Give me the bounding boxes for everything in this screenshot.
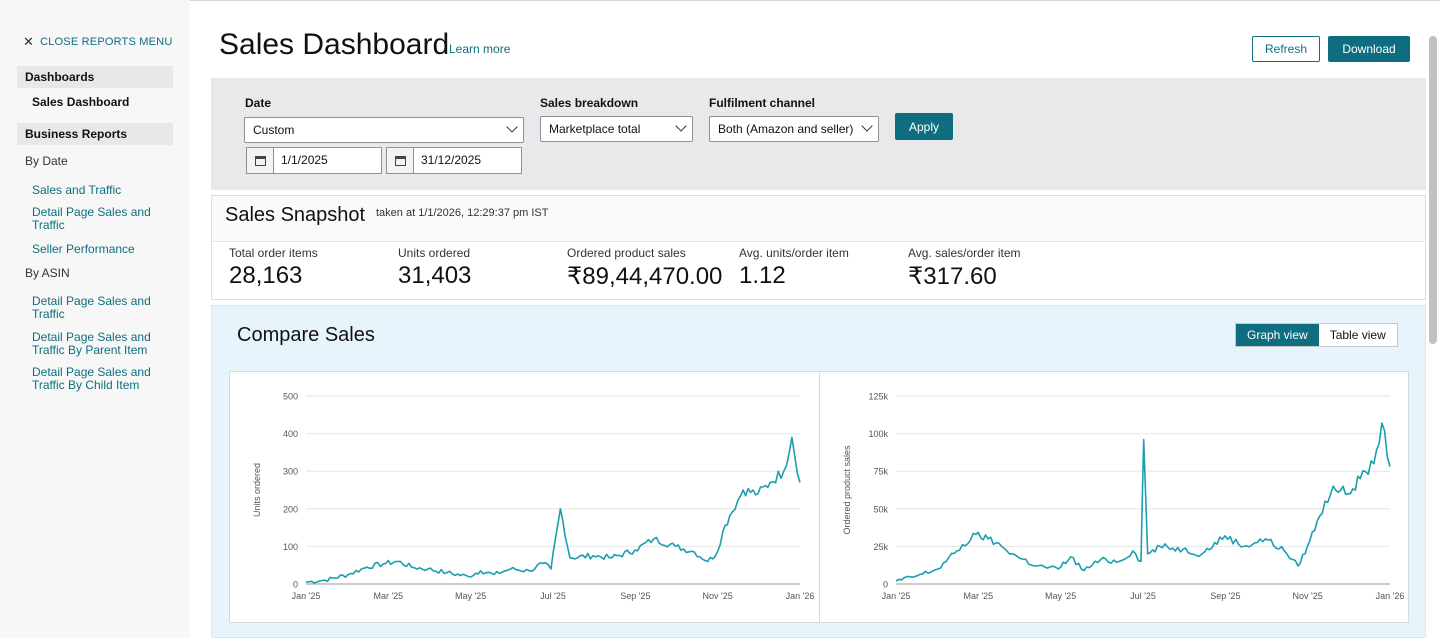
close-reports-menu-button[interactable]: ✕ CLOSE REPORTS MENU	[23, 34, 172, 50]
end-date-value: 31/12/2025	[421, 153, 482, 167]
chevron-down-icon	[506, 121, 518, 133]
sidebar-item-asin-by-parent-item[interactable]: Detail Page Sales and Traffic By Parent …	[32, 330, 151, 357]
x-tick-label: Mar '25	[373, 591, 403, 601]
end-date-field[interactable]: 31/12/2025	[386, 147, 522, 174]
start-date-value: 1/1/2025	[281, 153, 328, 167]
y-tick-label: 100k	[868, 429, 888, 439]
chevron-down-icon	[675, 120, 687, 132]
sales-breakdown-value: Marketplace total	[549, 122, 641, 136]
snapshot-header: Sales Snapshot taken at 1/1/2026, 12:29:…	[212, 196, 1425, 242]
y-tick-label: 125k	[868, 392, 888, 402]
y-axis-label: Units ordered	[252, 463, 262, 517]
start-date-field[interactable]: 1/1/2025	[246, 147, 382, 174]
y-tick-label: 75k	[873, 467, 888, 477]
x-tick-label: Jan '26	[786, 591, 815, 601]
metric-value: ₹317.60	[908, 263, 997, 290]
sidebar-item-asin-detail-page-sales-traffic[interactable]: Detail Page Sales and Traffic	[32, 294, 151, 321]
sales-snapshot-panel: Sales Snapshot taken at 1/1/2026, 12:29:…	[211, 195, 1426, 300]
y-tick-label: 0	[293, 580, 298, 590]
x-tick-label: Sep '25	[1210, 591, 1240, 601]
sidebar-item-seller-performance[interactable]: Seller Performance	[32, 242, 135, 256]
metric-total-order-items: Total order items 28,163	[229, 246, 318, 290]
x-tick-label: May '25	[455, 591, 486, 601]
compare-sales-title: Compare Sales	[237, 324, 375, 346]
y-tick-label: 300	[283, 467, 298, 477]
graph-view-button[interactable]: Graph view	[1236, 324, 1319, 346]
x-tick-label: Nov '25	[703, 591, 733, 601]
charts-container: 0 100 200 300 400 500 Jan '25 Mar '25 May '25 Jul…	[229, 371, 1409, 623]
y-tick-label: 400	[283, 429, 298, 439]
reports-sidebar: ✕ CLOSE REPORTS MENU Dashboards Sales Da…	[0, 0, 190, 638]
filter-panel: Date Custom 1/1/2025 31/12/2025 Sales br…	[211, 78, 1426, 190]
y-tick-label: 25k	[873, 542, 888, 552]
page-scrollbar[interactable]	[1429, 36, 1437, 344]
top-border	[0, 0, 1440, 1]
download-button[interactable]: Download	[1328, 36, 1410, 62]
x-tick-label: May '25	[1045, 591, 1076, 601]
metric-avg-sales-per-order-item: Avg. sales/order item ₹317.60	[908, 246, 1021, 291]
refresh-button[interactable]: Refresh	[1252, 36, 1320, 62]
table-view-button[interactable]: Table view	[1318, 324, 1397, 346]
x-tick-label: Jul '25	[1130, 591, 1156, 601]
metric-value: 1.12	[739, 262, 786, 289]
sidebar-group-by-date: By Date	[25, 154, 68, 168]
metric-label: Units ordered	[398, 246, 471, 260]
metric-avg-units-per-order-item: Avg. units/order item 1.12	[739, 246, 849, 290]
chart-divider	[819, 372, 820, 622]
x-tick-label: Jan '25	[292, 591, 321, 601]
sidebar-item-sales-and-traffic[interactable]: Sales and Traffic	[32, 183, 122, 197]
y-tick-label: 0	[883, 580, 888, 590]
date-range-value: Custom	[253, 123, 295, 137]
fulfilment-channel-label: Fulfilment channel	[709, 96, 816, 110]
view-toggle: Graph view Table view	[1235, 323, 1398, 347]
close-reports-menu-label: CLOSE REPORTS MENU	[40, 36, 173, 48]
y-tick-label: 100	[283, 542, 298, 552]
x-tick-label: Mar '25	[963, 591, 993, 601]
sidebar-group-by-asin: By ASIN	[25, 266, 70, 280]
learn-more-link[interactable]: Learn more	[449, 42, 511, 56]
fulfilment-channel-value: Both (Amazon and seller)	[718, 122, 854, 136]
metric-label: Avg. sales/order item	[908, 246, 1021, 260]
sidebar-item-sales-dashboard[interactable]: Sales Dashboard	[32, 95, 130, 109]
sales-breakdown-select[interactable]: Marketplace total	[540, 116, 693, 142]
page-title: Sales Dashboard	[219, 28, 450, 61]
compare-sales-panel: Compare Sales Graph view Table view 0 100…	[211, 305, 1426, 638]
fulfilment-channel-select[interactable]: Both (Amazon and seller)	[709, 116, 879, 142]
metric-value: 31,403	[398, 262, 472, 289]
sidebar-section-dashboards: Dashboards	[17, 66, 173, 88]
x-tick-label: Nov '25	[1293, 591, 1323, 601]
y-tick-label: 500	[283, 392, 298, 402]
metric-ordered-product-sales: Ordered product sales ₹89,44,470.00	[567, 246, 722, 291]
sidebar-item-asin-by-child-item[interactable]: Detail Page Sales and Traffic By Child I…	[32, 365, 151, 392]
metric-units-ordered: Units ordered 31,403	[398, 246, 471, 290]
metric-label: Avg. units/order item	[739, 246, 849, 260]
calendar-icon[interactable]	[387, 148, 414, 173]
apply-button[interactable]: Apply	[895, 113, 953, 140]
series-line[interactable]	[895, 422, 1391, 582]
y-tick-label: 50k	[873, 504, 888, 514]
chevron-down-icon	[861, 120, 873, 132]
x-tick-label: Jan '25	[882, 591, 911, 601]
x-tick-label: Jan '26	[1376, 591, 1405, 601]
ordered-product-sales-chart: 0 25k 50k 75k 100k 125k Jan '25 Mar '25 May '25 J…	[842, 392, 1405, 602]
series-line[interactable]	[305, 436, 801, 584]
x-tick-label: Sep '25	[620, 591, 650, 601]
metric-value: 28,163	[229, 262, 303, 289]
metric-label: Ordered product sales	[567, 246, 686, 260]
y-axis-label: Ordered product sales	[842, 445, 852, 535]
sidebar-section-business-reports: Business Reports	[17, 123, 173, 145]
sidebar-item-detail-page-sales-traffic[interactable]: Detail Page Sales and Traffic	[32, 205, 151, 232]
date-range-select[interactable]: Custom	[244, 117, 524, 143]
x-tick-label: Jul '25	[540, 591, 566, 601]
date-label: Date	[245, 96, 272, 110]
metric-value: ₹89,44,470.00	[567, 263, 723, 290]
sales-breakdown-label: Sales breakdown	[540, 96, 639, 110]
calendar-icon[interactable]	[247, 148, 274, 173]
close-icon: ✕	[23, 34, 35, 49]
snapshot-timestamp: taken at 1/1/2026, 12:29:37 pm IST	[376, 207, 549, 219]
snapshot-title: Sales Snapshot	[225, 204, 366, 226]
metric-label: Total order items	[229, 246, 318, 260]
units-ordered-chart: 0 100 200 300 400 500 Jan '25 Mar '25 May '25 Jul…	[252, 392, 815, 602]
y-tick-label: 200	[283, 504, 298, 514]
